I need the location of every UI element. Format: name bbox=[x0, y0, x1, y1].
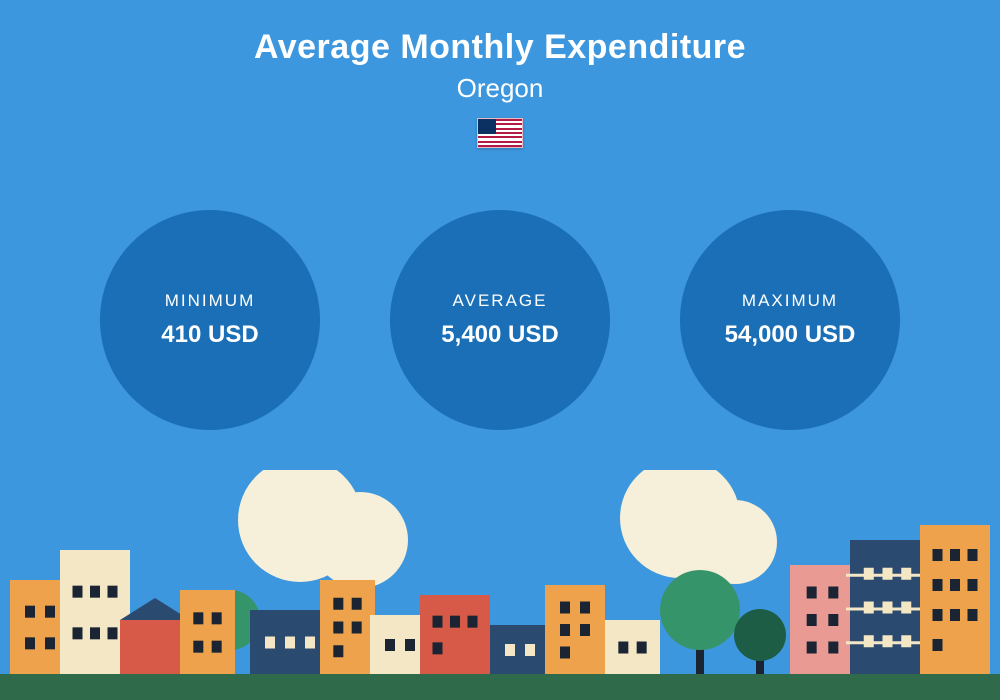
stat-circles: MINIMUM 410 USD AVERAGE 5,400 USD MAXIMU… bbox=[0, 210, 1000, 430]
stat-label: MAXIMUM bbox=[742, 291, 838, 311]
stat-label: AVERAGE bbox=[453, 291, 548, 311]
city-illustration bbox=[0, 470, 1000, 700]
page-subtitle: Oregon bbox=[0, 73, 1000, 104]
stat-value: 410 USD bbox=[161, 321, 258, 349]
header: Average Monthly Expenditure Oregon bbox=[0, 28, 1000, 148]
stat-maximum: MAXIMUM 54,000 USD bbox=[680, 210, 900, 430]
stat-label: MINIMUM bbox=[165, 291, 255, 311]
stat-value: 54,000 USD bbox=[725, 321, 856, 349]
page-title: Average Monthly Expenditure bbox=[0, 28, 1000, 67]
stat-value: 5,400 USD bbox=[441, 321, 558, 349]
stat-minimum: MINIMUM 410 USD bbox=[100, 210, 320, 430]
stat-average: AVERAGE 5,400 USD bbox=[390, 210, 610, 430]
usa-flag-icon bbox=[477, 118, 523, 148]
flag-container bbox=[0, 118, 1000, 148]
